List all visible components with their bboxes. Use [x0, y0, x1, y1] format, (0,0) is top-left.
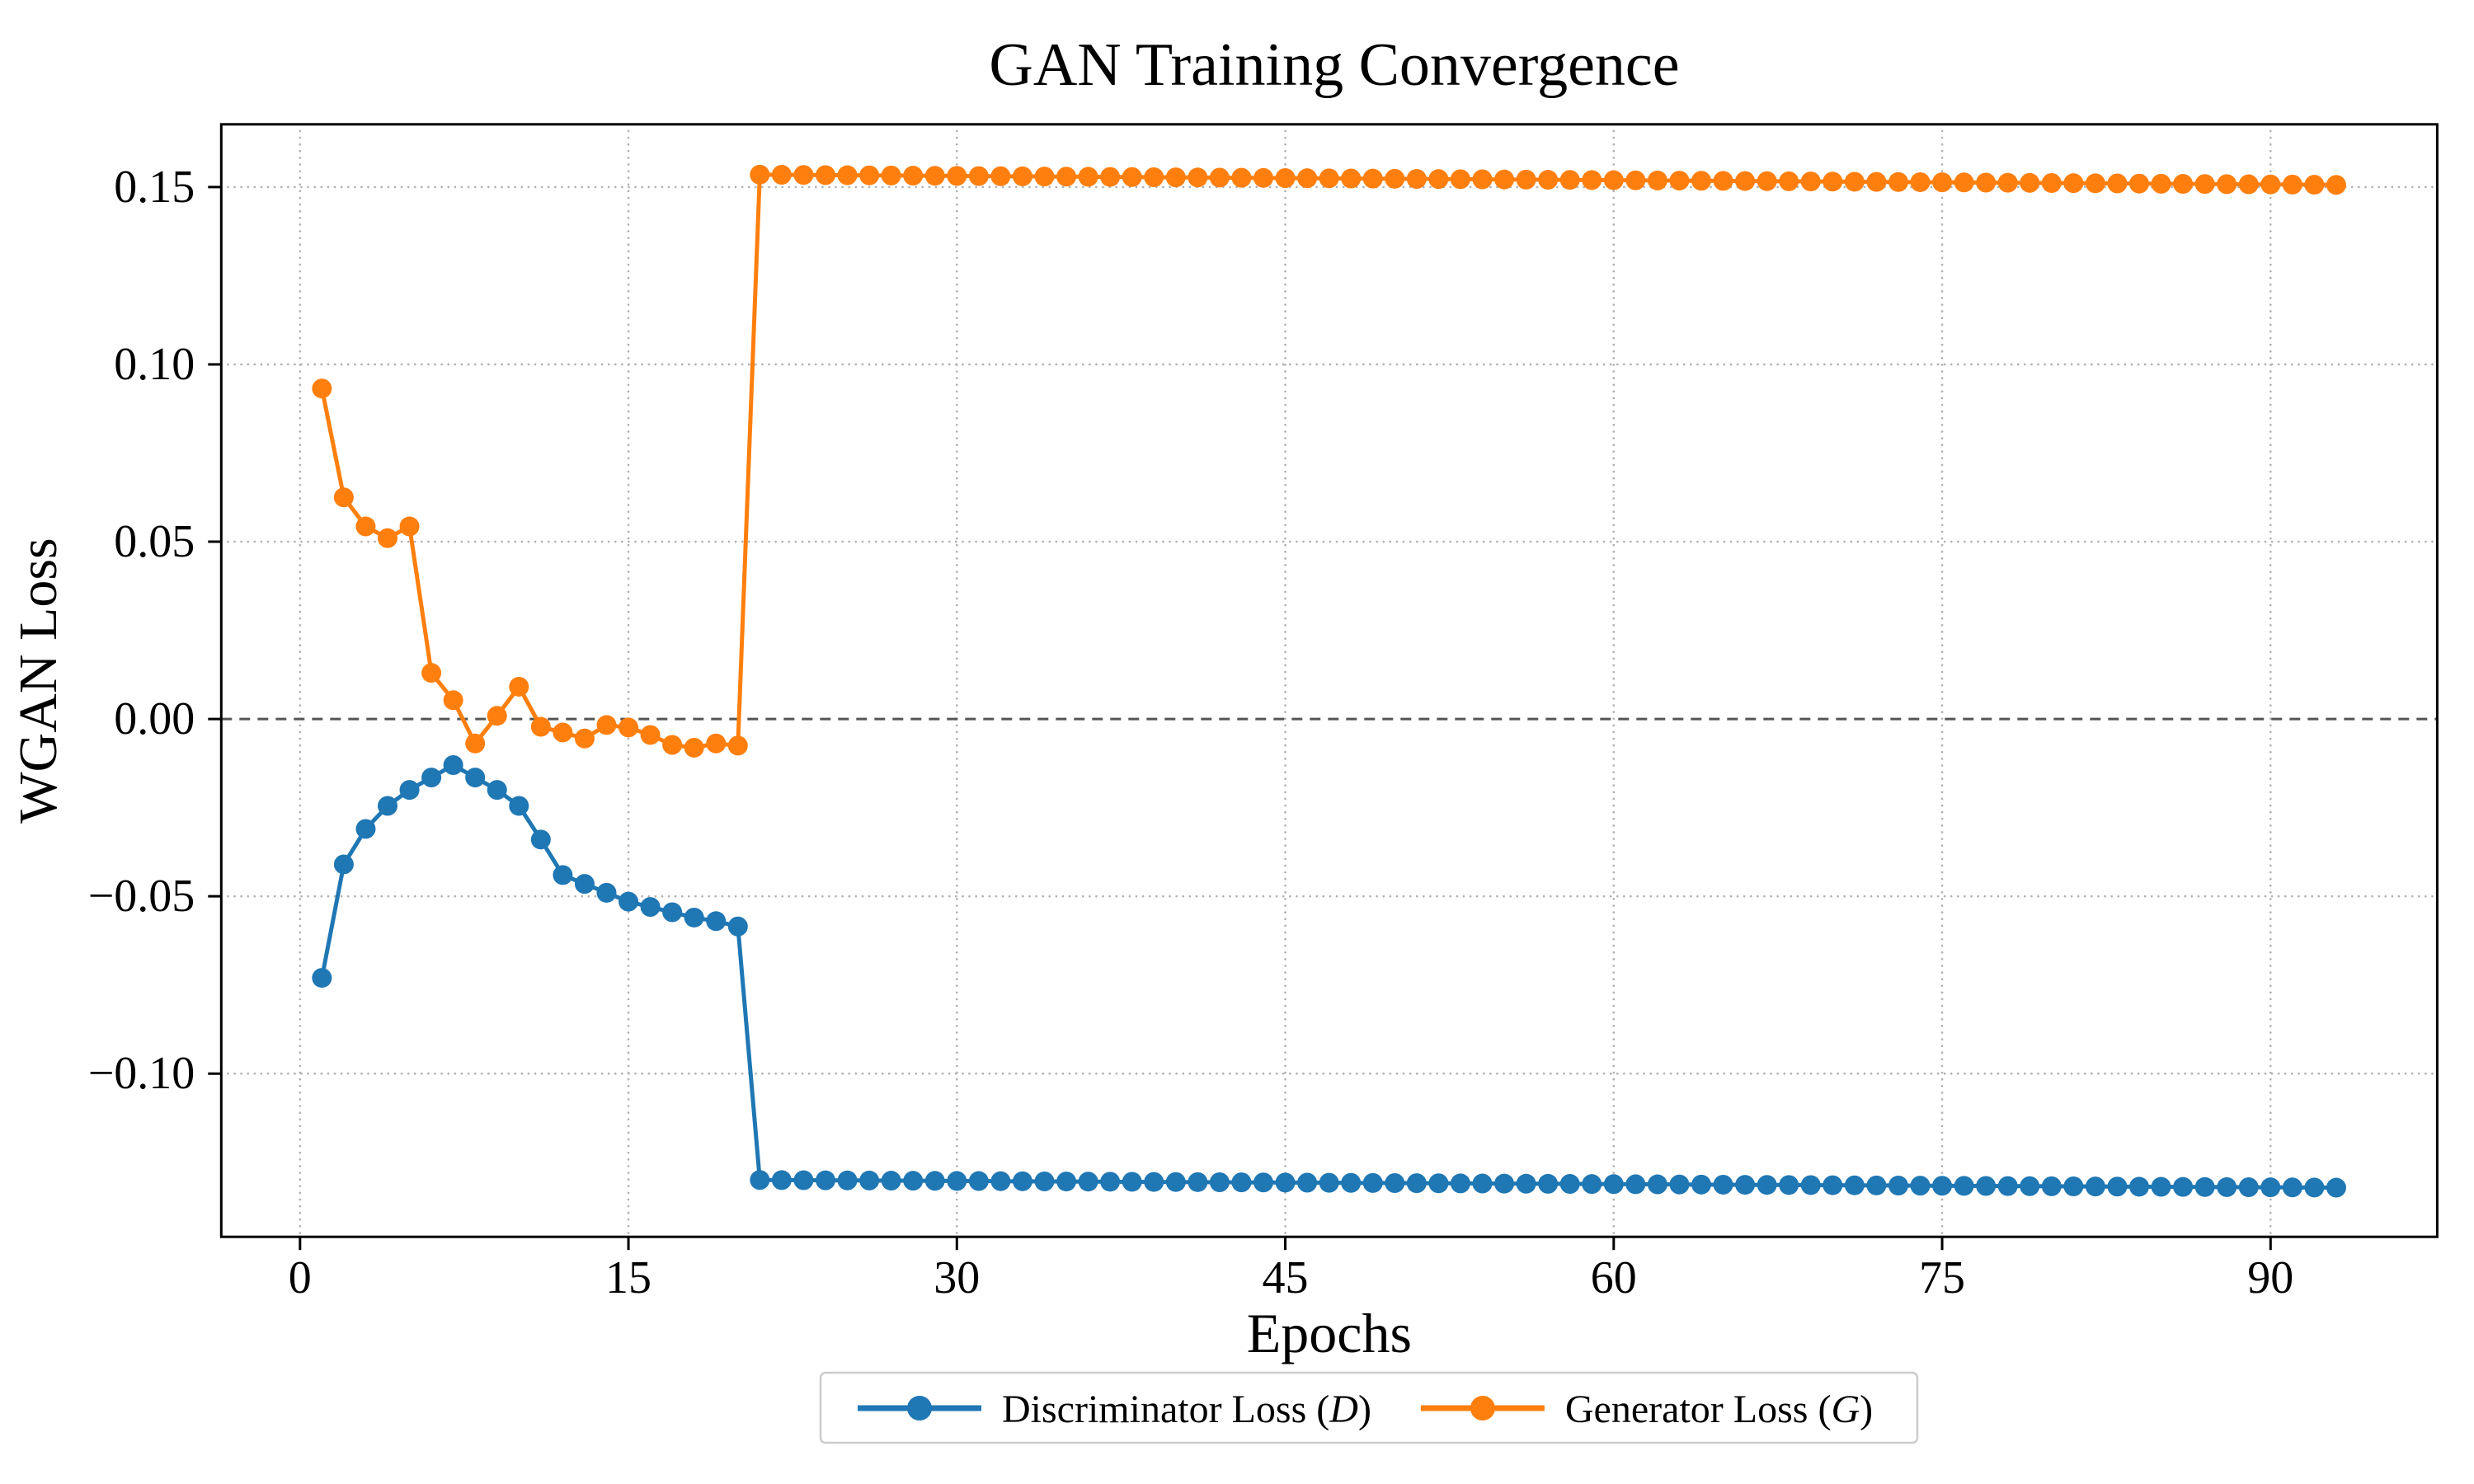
svg-text:45: 45 — [1263, 1252, 1309, 1303]
svg-text:GAN Training Convergence: GAN Training Convergence — [989, 31, 1679, 99]
svg-text:Discriminator Loss (D): Discriminator Loss (D) — [1002, 1388, 1371, 1431]
svg-text:0.10: 0.10 — [114, 339, 195, 390]
svg-text:0: 0 — [289, 1252, 312, 1303]
svg-text:Generator Loss (G): Generator Loss (G) — [1565, 1388, 1873, 1431]
svg-text:0.15: 0.15 — [114, 162, 195, 213]
svg-text:15: 15 — [605, 1252, 651, 1303]
svg-text:−0.05: −0.05 — [88, 871, 195, 922]
svg-text:0.00: 0.00 — [114, 693, 195, 744]
svg-text:90: 90 — [2247, 1252, 2293, 1303]
svg-text:Epochs: Epochs — [1247, 1302, 1412, 1364]
svg-text:−0.10: −0.10 — [88, 1048, 195, 1099]
svg-text:30: 30 — [934, 1252, 980, 1303]
svg-text:WGAN Loss: WGAN Loss — [8, 538, 68, 823]
svg-text:0.05: 0.05 — [114, 516, 195, 567]
svg-text:75: 75 — [1919, 1252, 1965, 1303]
svg-text:60: 60 — [1591, 1252, 1637, 1303]
